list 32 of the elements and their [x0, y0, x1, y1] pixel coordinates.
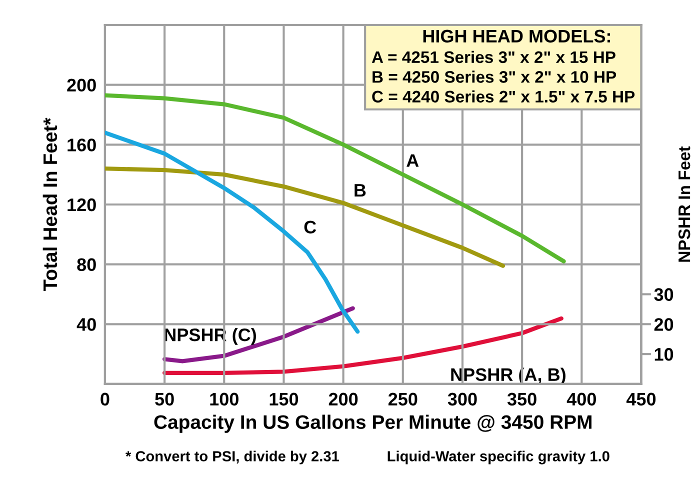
- x-tick-label: 100: [210, 392, 238, 406]
- text: Liquid-Water specific gravity 1.0: [388, 450, 610, 464]
- x-tick-label: 0: [100, 392, 110, 406]
- x-tick-label: 50: [155, 392, 174, 406]
- x-tick-label: 200: [328, 392, 358, 406]
- series-label: C: [304, 220, 316, 234]
- series-label: B: [354, 184, 366, 197]
- y-tick-label: 40: [76, 318, 96, 331]
- x-tick-label: 300: [448, 392, 477, 406]
- annotation: HIGH HEAD MODELS:: [423, 30, 610, 43]
- x-tick-label: 250: [388, 392, 418, 406]
- annotation: A = 4251 Series 3" x 2" x 15 HP: [372, 50, 616, 64]
- y2-tick-label: 30: [654, 288, 674, 301]
- y2-tick-label: 10: [654, 348, 674, 361]
- line-series: [104, 166, 506, 268]
- x-tick-label: 450: [626, 392, 656, 406]
- y2-axis-title: NPSHR In Feet: [678, 146, 690, 262]
- y-tick-label: 200: [67, 78, 96, 92]
- x-axis-title: Capacity In US Gallons Per Minute @ 3450 RPM: [154, 414, 592, 433]
- y-tick-label: 160: [68, 138, 96, 152]
- series-label: A: [406, 154, 419, 167]
- y-tick-label: 80: [77, 258, 96, 272]
- y2-tick-label: 20: [654, 318, 674, 331]
- x-tick-label: 350: [507, 392, 536, 406]
- y-tick-label: 120: [68, 198, 96, 212]
- annotation: B = 4250 Series 3" x 2" x 10 HP: [372, 70, 616, 83]
- annotation: C = 4240 Series 2" x 1.5" x 7.5 HP: [372, 90, 635, 103]
- y-axis-title: Total Head In Feet*: [42, 118, 58, 292]
- x-tick-label: 150: [270, 392, 298, 406]
- text: * Convert to PSI, divide by 2.31: [126, 450, 340, 464]
- x-tick-label: 400: [566, 392, 596, 406]
- line-series: [162, 306, 355, 364]
